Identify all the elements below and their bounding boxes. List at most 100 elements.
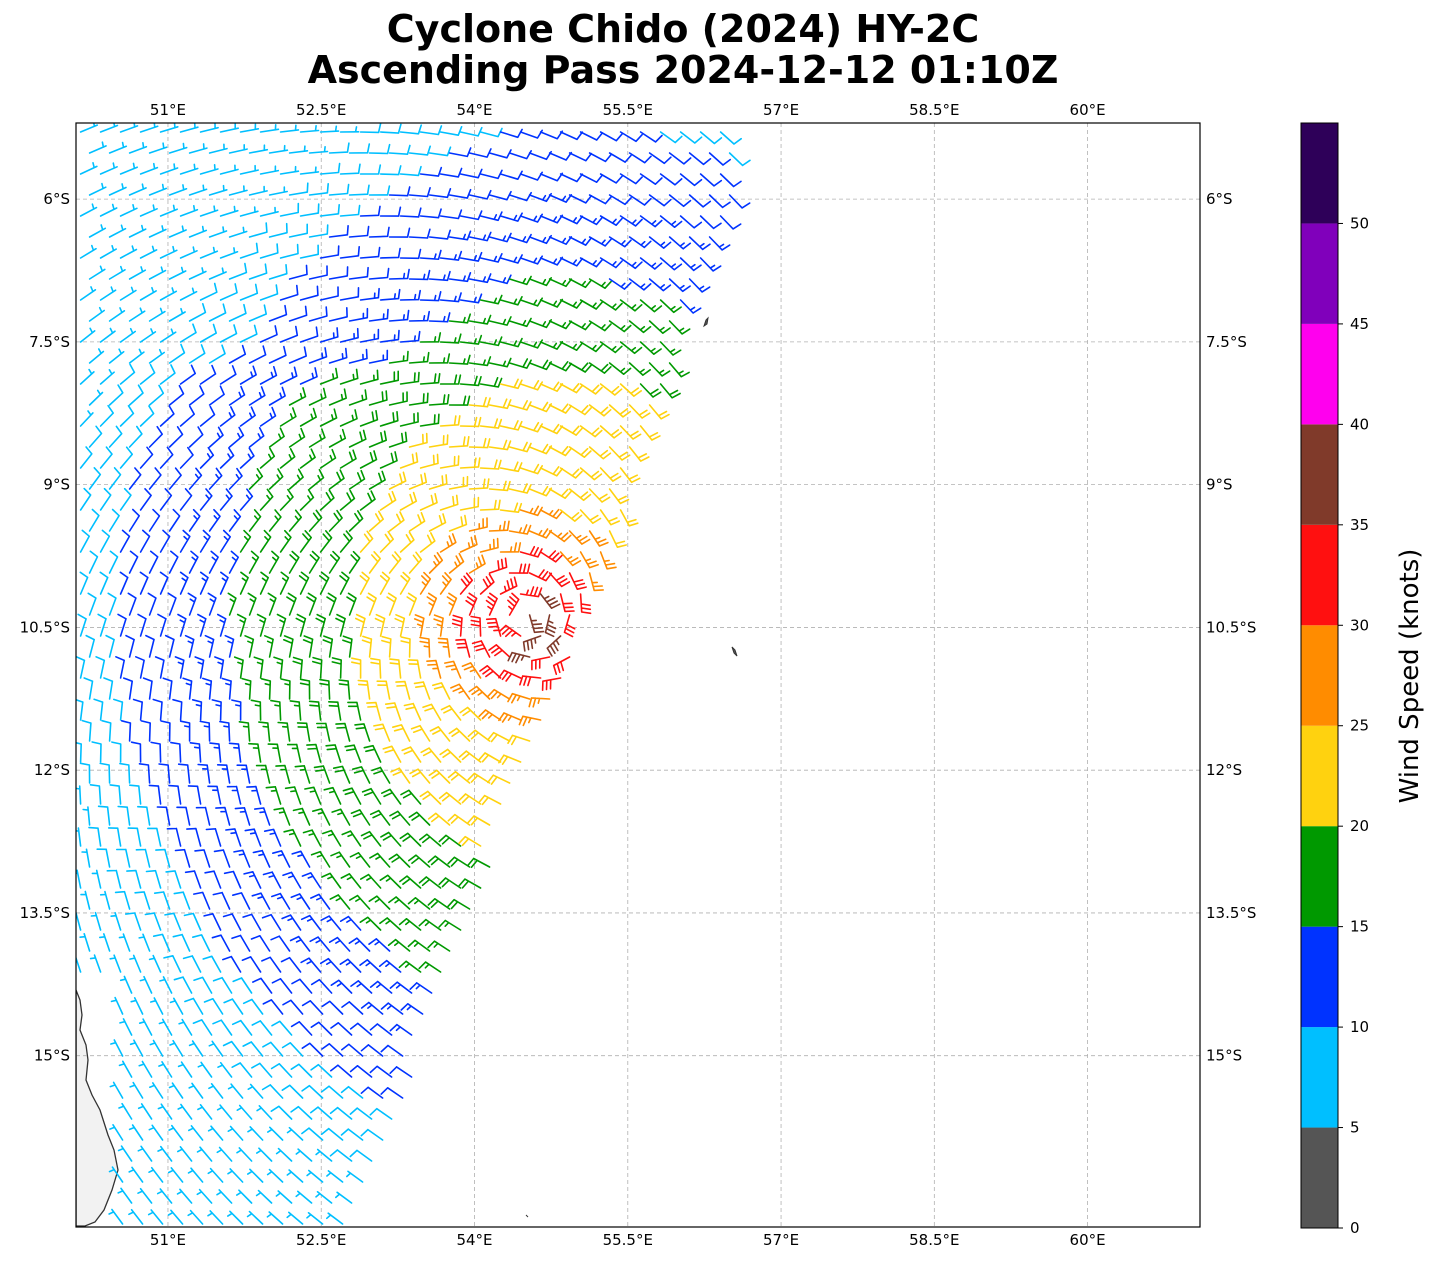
colorbar-bin-40-45	[1301, 323, 1338, 425]
wind-barb	[187, 1209, 204, 1225]
wind-barb	[239, 447, 255, 469]
wind-barb	[148, 384, 165, 406]
wind-barb	[96, 848, 111, 868]
wind-barb	[319, 408, 338, 427]
wind-barb	[79, 203, 98, 217]
wind-barb	[238, 721, 251, 742]
colorbar-bin-5-10	[1301, 1027, 1338, 1128]
lon-tick-label-bottom: 52.5°E	[296, 1231, 346, 1249]
wind-barb	[128, 183, 147, 196]
wind-barb	[679, 257, 702, 272]
wind-barb	[79, 327, 96, 343]
wind-barb	[125, 634, 135, 658]
wind-barb	[89, 784, 102, 805]
wind-barb	[419, 790, 442, 805]
wind-barb	[137, 1103, 153, 1120]
wind-barb	[279, 243, 299, 259]
wind-barb	[413, 614, 425, 637]
lon-tick-label-bottom: 60°E	[1070, 1231, 1106, 1249]
wind-barb	[236, 1147, 253, 1162]
wind-barb	[479, 294, 503, 305]
wind-barb	[154, 656, 165, 679]
wind-barb	[427, 855, 451, 868]
wind-barb	[388, 511, 405, 532]
wind-barb	[428, 394, 450, 406]
wind-barb	[268, 186, 288, 196]
wind-barb	[127, 827, 142, 847]
wind-barb	[139, 975, 153, 994]
wind-barb	[281, 1042, 304, 1057]
lon-tick-label-top: 57°E	[763, 101, 799, 119]
wind-barb	[199, 529, 211, 553]
wind-barb	[322, 829, 342, 847]
wind-barb	[319, 489, 335, 511]
wind-barb	[688, 236, 711, 251]
wind-barb	[679, 173, 703, 187]
wind-barb	[380, 1002, 404, 1015]
wind-barb	[439, 572, 452, 595]
wind-barb	[193, 976, 213, 994]
wind-barb	[659, 341, 682, 356]
wind-barb	[599, 131, 623, 142]
wind-barb	[659, 257, 683, 271]
wind-barb	[139, 328, 157, 343]
wind-barb	[76, 911, 82, 931]
wind-barb	[219, 406, 236, 427]
wind-barb	[228, 185, 248, 196]
wind-barb	[438, 791, 462, 805]
wind-barb	[159, 245, 178, 259]
wind-barb	[499, 170, 523, 180]
wind-barb	[319, 367, 339, 385]
wind-barb	[99, 162, 118, 175]
wind-barb	[588, 236, 612, 247]
colorbar-frame	[1300, 122, 1339, 1229]
wind-barb	[399, 124, 422, 135]
wind-barb	[301, 1042, 324, 1057]
wind-barb	[399, 491, 418, 511]
wind-barb	[363, 744, 382, 763]
wind-barb	[279, 488, 294, 511]
wind-barb	[381, 635, 392, 658]
wind-barb	[388, 551, 402, 574]
wind-barb	[299, 285, 319, 301]
wind-barb	[108, 550, 119, 574]
wind-barb	[159, 364, 176, 385]
wind-barb	[579, 173, 603, 183]
wind-barb	[158, 1061, 173, 1078]
wind-barb	[207, 1210, 224, 1225]
wind-barb	[159, 571, 169, 595]
wind-barb	[214, 656, 225, 679]
wind-barb	[288, 468, 304, 490]
wind-barb	[248, 427, 265, 448]
wind-barb	[339, 449, 357, 469]
wind-barb	[259, 243, 279, 259]
wind-barb	[79, 368, 95, 385]
wind-barb	[273, 656, 284, 679]
wind-barb	[128, 348, 145, 364]
wind-barb	[130, 741, 142, 763]
wind-barb	[499, 212, 523, 222]
wind-barb	[348, 348, 368, 364]
wind-barb	[399, 412, 419, 427]
wind-barb	[88, 306, 105, 322]
wind-barb	[427, 898, 451, 910]
wind-barb	[275, 1147, 293, 1162]
wind-barb	[228, 742, 242, 763]
wind-barb	[306, 1169, 324, 1183]
wind-barb	[349, 894, 371, 910]
wind-barb	[212, 891, 231, 910]
wind-barb	[128, 1124, 144, 1141]
wind-barb	[119, 975, 133, 994]
wind-barb	[148, 425, 163, 448]
wind-barb	[288, 387, 307, 406]
wind-barb	[248, 144, 269, 154]
wind-barb	[174, 656, 185, 679]
wind-barb	[399, 207, 422, 218]
lat-tick-label-right: 9°S	[1206, 476, 1233, 494]
wind-barb	[455, 638, 471, 658]
wind-barb	[288, 509, 302, 532]
wind-barb	[548, 361, 573, 372]
wind-barb	[148, 508, 161, 532]
wind-barb	[248, 185, 268, 196]
wind-barb	[308, 428, 326, 448]
